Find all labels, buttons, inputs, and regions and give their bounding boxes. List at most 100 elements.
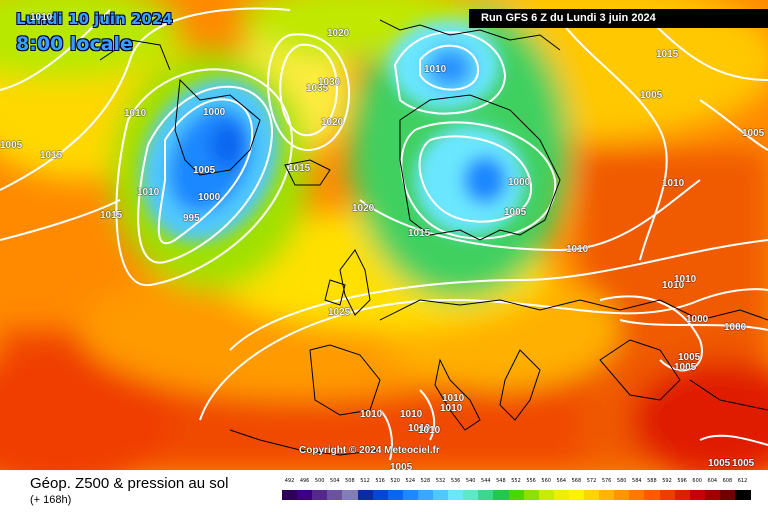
legend-tick-label: 528 [420,478,431,484]
legend-tick-label: 556 [526,478,536,484]
isobar-label: 1010 [440,403,463,414]
forecast-lead-time: (+ 168h) [30,494,72,506]
isobar-label: 1005 [0,140,23,151]
isobar-label: 1005 [390,462,413,470]
forecast-time-title: 8:00 locale [16,33,133,55]
isobar-label: 1030 [318,77,341,88]
isobar-label: 1005 [504,207,527,218]
legend-tick-label: 580 [616,478,627,484]
isobar-label: 1005 [640,90,663,101]
isobar-label: 1010 [418,425,441,436]
legend-tick-label: 544 [481,478,491,484]
legend-color-swatch [659,490,676,500]
geopotential-field [0,0,768,470]
legend-color-swatch [644,490,660,500]
isobar-label: 1010 [30,12,53,23]
isobar-label: 1005 [742,128,765,139]
legend-color-swatch [508,490,525,500]
isobar-label: 1020 [327,28,350,39]
legend-tick-label: 492 [284,478,295,484]
legend-color-swatch [629,490,645,500]
isobar-label: 1010 [662,280,685,291]
legend-color-swatch [568,490,585,500]
legend-color-swatch [342,490,358,500]
isobar-label: 1010 [566,244,589,255]
isobar-label: 1010 [662,178,685,189]
isobar-label: 1000 [508,177,531,188]
legend-color-swatch [493,490,509,500]
legend-tick-label: 532 [435,478,446,484]
legend-tick-label: 564 [556,478,567,484]
isobar-label: 1005 [732,458,755,469]
legend-color-swatch [689,490,706,500]
legend-color-swatch [297,490,313,500]
isobar-label: 1010 [424,64,447,75]
legend-tick-label: 600 [692,478,702,484]
isobar-label: 1025 [328,307,351,318]
legend-tick-label: 524 [405,478,416,484]
legend-color-swatch [282,490,298,500]
legend-color-swatch [448,490,464,500]
legend-tick-label: 504 [330,478,340,484]
legend-color-swatch [372,490,389,500]
legend-color-swatch [523,490,540,500]
isobar-label: 1010 [408,423,431,434]
legend-tick-label: 588 [647,478,657,484]
isobar-label: 1010 [360,409,383,420]
isobar-label: 1005 [674,362,697,373]
legend-color-swatch [584,490,600,500]
isobar-label: 1020 [321,117,344,128]
forecast-date-title: Lundi 10 juin 2024 [16,10,173,28]
legend-tick-label: 596 [677,478,687,484]
isobar-label: 1005 [708,458,731,469]
legend-tick-label: 584 [632,478,642,484]
coastlines [99,19,768,456]
legend-tick-label: 496 [299,478,310,484]
legend-color-swatch [538,490,555,500]
legend-tick-label: 548 [496,478,506,484]
legend-tick-label: 520 [390,478,400,484]
legend-tick-label: 576 [601,478,612,484]
legend-color-swatch [614,490,630,500]
isobar-label: 1000 [198,192,221,203]
isobar-label: 1010 [137,187,160,198]
isobar-label: 1000 [203,107,226,118]
legend-tick-label: 560 [541,478,551,484]
legend-color-swatch [735,490,751,500]
isobar-label: 1010 [124,108,147,119]
legend-tick-label: 572 [586,478,597,484]
isobar-label: 1010 [400,409,423,420]
legend-tick-label: 500 [314,478,325,484]
legend-tick-label: 516 [375,478,385,484]
legend-color-swatch [417,490,434,500]
isobar-label: 1015 [40,150,63,161]
legend-color-swatch [433,490,449,500]
legend-color-swatch [327,490,343,500]
legend-color-swatch [719,490,736,500]
legend-tick-label: 568 [571,478,582,484]
legend-tick-label: 508 [345,478,355,484]
isobar-label: 1005 [678,352,701,363]
isobars [0,7,768,461]
legend-color-swatch [704,490,721,500]
isobar-label: 1005 [193,165,216,176]
legend-color-swatch [402,490,419,500]
legend-color-swatch [553,490,570,500]
isobar-label: 1000 [724,322,747,333]
isobar-label: 1015 [408,228,431,239]
map-product-title: Géop. Z500 & pression au sol [30,475,229,492]
isobar-label: 995 [183,213,200,224]
copyright-notice: Copyright © 2024 Meteociel.fr [299,445,440,456]
run-info-banner: Run GFS 6 Z du Lundi 3 juin 2024 [469,9,768,28]
color-scale-legend: 492 496 500 504 508 512 516 520 524 528 532 536 540 5… [282,478,751,504]
isobar-label: 1020 [352,203,375,214]
legend-color-swatch [463,490,479,500]
isobar-label: 1015 [656,49,679,60]
weather-map: Lundi 10 juin 2024 8:00 locale Run GFS 6… [0,0,768,470]
isobar-label: 1010 [674,274,697,285]
isobar-label: 1010 [442,393,465,404]
isobar-label: 1015 [100,210,123,221]
legend-tick-label: 592 [662,478,672,484]
isobar-label: 1035 [306,83,329,94]
legend-color-swatch [387,490,404,500]
